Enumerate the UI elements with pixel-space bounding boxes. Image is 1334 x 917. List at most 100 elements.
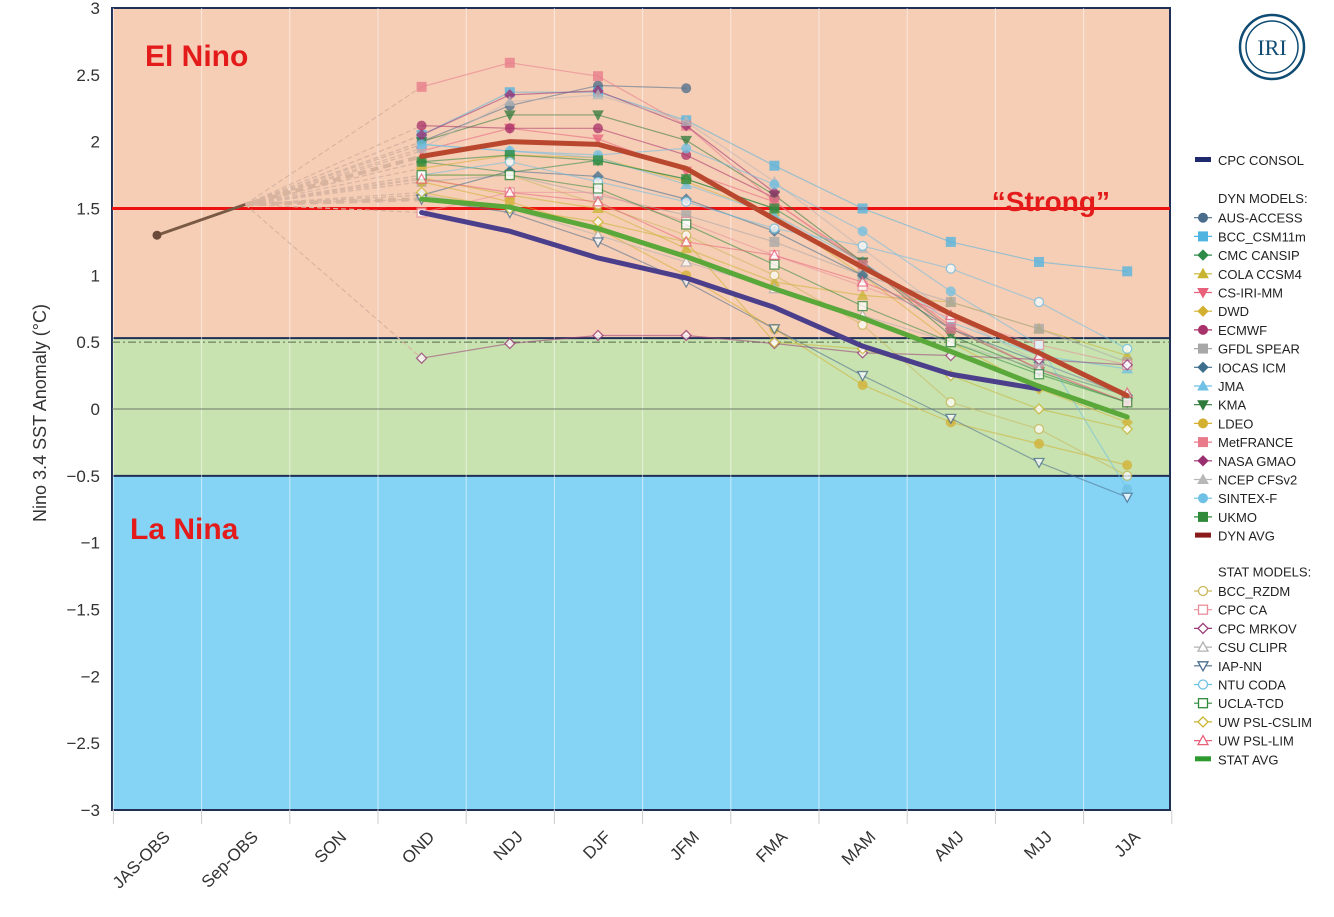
point-4 (769, 223, 780, 234)
legend-label: UKMO (1218, 510, 1257, 525)
legend-label: NASA GMAO (1218, 454, 1296, 469)
legend-marker (1196, 734, 1210, 746)
x-tick-label: MAM (838, 827, 879, 868)
x-axis-ticks: JAS-OBS Sep-OBS SON OND NDJ DJF JFM FMA MAM AMJ MJ… (109, 827, 1145, 892)
point-5 (856, 370, 869, 382)
point-3 (680, 255, 693, 267)
point-1 (504, 156, 515, 167)
legend-marker (1197, 455, 1209, 467)
legend-marker (1197, 267, 1209, 279)
legend-label: UW PSL-LIM (1218, 734, 1294, 749)
point-4 (769, 203, 780, 214)
legend-label: CPC MRKOV (1218, 621, 1297, 636)
point-3 (680, 329, 693, 342)
point-6 (945, 297, 956, 308)
point-6 (945, 263, 956, 274)
point-8 (1122, 484, 1133, 495)
x-tick-label: NDJ (490, 827, 527, 864)
region-band-2 (112, 475, 1170, 810)
point-5 (856, 275, 869, 287)
observed-line (152, 203, 246, 240)
point-3 (680, 115, 693, 127)
legend-marker (1197, 622, 1209, 635)
observed-point-0 (152, 230, 162, 240)
legend-label: CPC CONSOL (1218, 153, 1304, 168)
point-4 (769, 270, 780, 281)
point-3 (680, 242, 693, 254)
legend-label: DYN AVG (1218, 529, 1275, 544)
point-2 (591, 237, 605, 249)
connector-15 (244, 86, 422, 205)
legend-label: KMA (1218, 398, 1247, 413)
legend-header-dyn: DYN MODELS: (1218, 191, 1308, 206)
legend-marker (1198, 343, 1208, 354)
connector-8 (245, 167, 422, 206)
legend: CPC CONSOL DYN MODELS: AUS-ACCESS BCC_CSM11… (1194, 153, 1312, 767)
point-7 (1034, 323, 1044, 334)
point-8 (1122, 460, 1133, 471)
point-3 (681, 143, 692, 154)
connector-28 (245, 178, 422, 206)
legend-marker (1198, 511, 1208, 522)
point-5 (856, 289, 869, 300)
point-8 (1122, 266, 1133, 277)
point-7 (1033, 369, 1045, 380)
y-axis-ticks: 3 2.5 2 1.5 1 0.5 0 −0.5 −1 −1.5 −2 −2.5 −3 (66, 0, 100, 820)
point-3 (680, 235, 693, 247)
legend-label: IOCAS ICM (1218, 360, 1286, 375)
y-tick-label: −3 (81, 801, 100, 820)
y-tick-label: 0.5 (76, 333, 100, 352)
point-3 (681, 83, 692, 94)
legend-marker (1198, 493, 1208, 504)
point-1 (503, 337, 516, 350)
point-2 (592, 183, 604, 194)
la-nina-label: La Nina (130, 513, 239, 546)
point-6 (944, 413, 957, 425)
legend-label: JMA (1218, 379, 1244, 394)
point-2 (592, 88, 604, 100)
strong-label-text: “Strong” (992, 186, 1110, 217)
point-3 (681, 196, 692, 207)
legend-marker (1197, 604, 1209, 615)
series-line (419, 139, 1130, 399)
point-7 (1033, 296, 1045, 308)
y-tick-label: 2 (91, 133, 100, 152)
legend-label: BCC_RZDM (1218, 584, 1290, 599)
point-3 (680, 135, 693, 147)
region-band-1 (112, 338, 1170, 476)
series-stat-avg (419, 196, 1130, 420)
legend-label: CS-IRI-MM (1218, 286, 1283, 301)
legend-label: UW PSL-CSLIM (1218, 715, 1312, 730)
point-2 (593, 71, 603, 82)
y-tick-label: 3 (91, 0, 100, 18)
strong-threshold-label: “Strong” (992, 186, 1110, 217)
y-axis-label: Nino 3.4 SST Anomaly (°C) (30, 304, 50, 522)
legend-swatch (1195, 756, 1211, 762)
legend-label: DWD (1218, 304, 1249, 319)
x-tick-label: OND (398, 827, 438, 867)
point-1 (504, 169, 515, 181)
series-dyn-avg (419, 139, 1130, 399)
observed-to-forecast-connectors (244, 86, 423, 359)
iri-logo: IRI (1238, 13, 1306, 81)
point-2 (592, 329, 604, 342)
legend-label: AUS-ACCESS (1218, 211, 1303, 226)
connector-27 (245, 191, 422, 206)
avg-connector-0 (244, 154, 423, 207)
x-tick-label: FMA (752, 827, 791, 866)
legend-marker (1197, 715, 1209, 728)
point-5 (857, 300, 868, 312)
legend-label: IAP-NN (1218, 659, 1262, 674)
point-1 (504, 123, 515, 134)
observed-line (156, 203, 246, 237)
point-5 (857, 203, 868, 214)
point-4 (769, 179, 780, 190)
point-2 (592, 110, 604, 121)
connector-14 (245, 181, 422, 206)
anomaly-regions (111, 7, 1171, 811)
legend-label: CPC CA (1218, 603, 1267, 618)
legend-marker (1197, 288, 1209, 299)
connector-13 (244, 141, 422, 206)
legend-label: NCEP CFSv2 (1218, 473, 1297, 488)
